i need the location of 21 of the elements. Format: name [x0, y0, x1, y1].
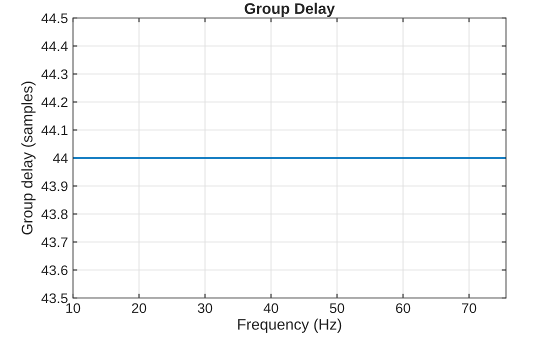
x-tick-label: 40	[264, 303, 278, 314]
y-tick-label: 43.9	[41, 181, 68, 192]
y-tick-label: 44.2	[41, 97, 68, 108]
y-tick-label: 44	[53, 153, 68, 164]
x-tick-label: 50	[330, 303, 344, 314]
x-tick-label: 20	[132, 303, 146, 314]
x-tick-label: 10	[66, 303, 80, 314]
y-tick-label: 44.5	[41, 13, 68, 24]
y-tick-label: 44.4	[41, 41, 68, 52]
y-tick-label: 44.1	[41, 125, 68, 136]
y-tick-label: 43.7	[41, 237, 68, 248]
y-tick-label: 43.8	[41, 209, 68, 220]
x-tick-label: 30	[198, 303, 212, 314]
y-tick-label: 44.3	[41, 69, 68, 80]
y-axis-title: Group delay (samples)	[21, 82, 36, 234]
chart-title: Group Delay	[244, 2, 335, 18]
x-tick-label: 60	[396, 303, 410, 314]
y-tick-label: 43.6	[41, 265, 68, 276]
x-tick-label: 70	[462, 303, 476, 314]
y-tick-label: 43.5	[41, 293, 68, 304]
x-axis-title: Frequency (Hz)	[238, 318, 342, 333]
